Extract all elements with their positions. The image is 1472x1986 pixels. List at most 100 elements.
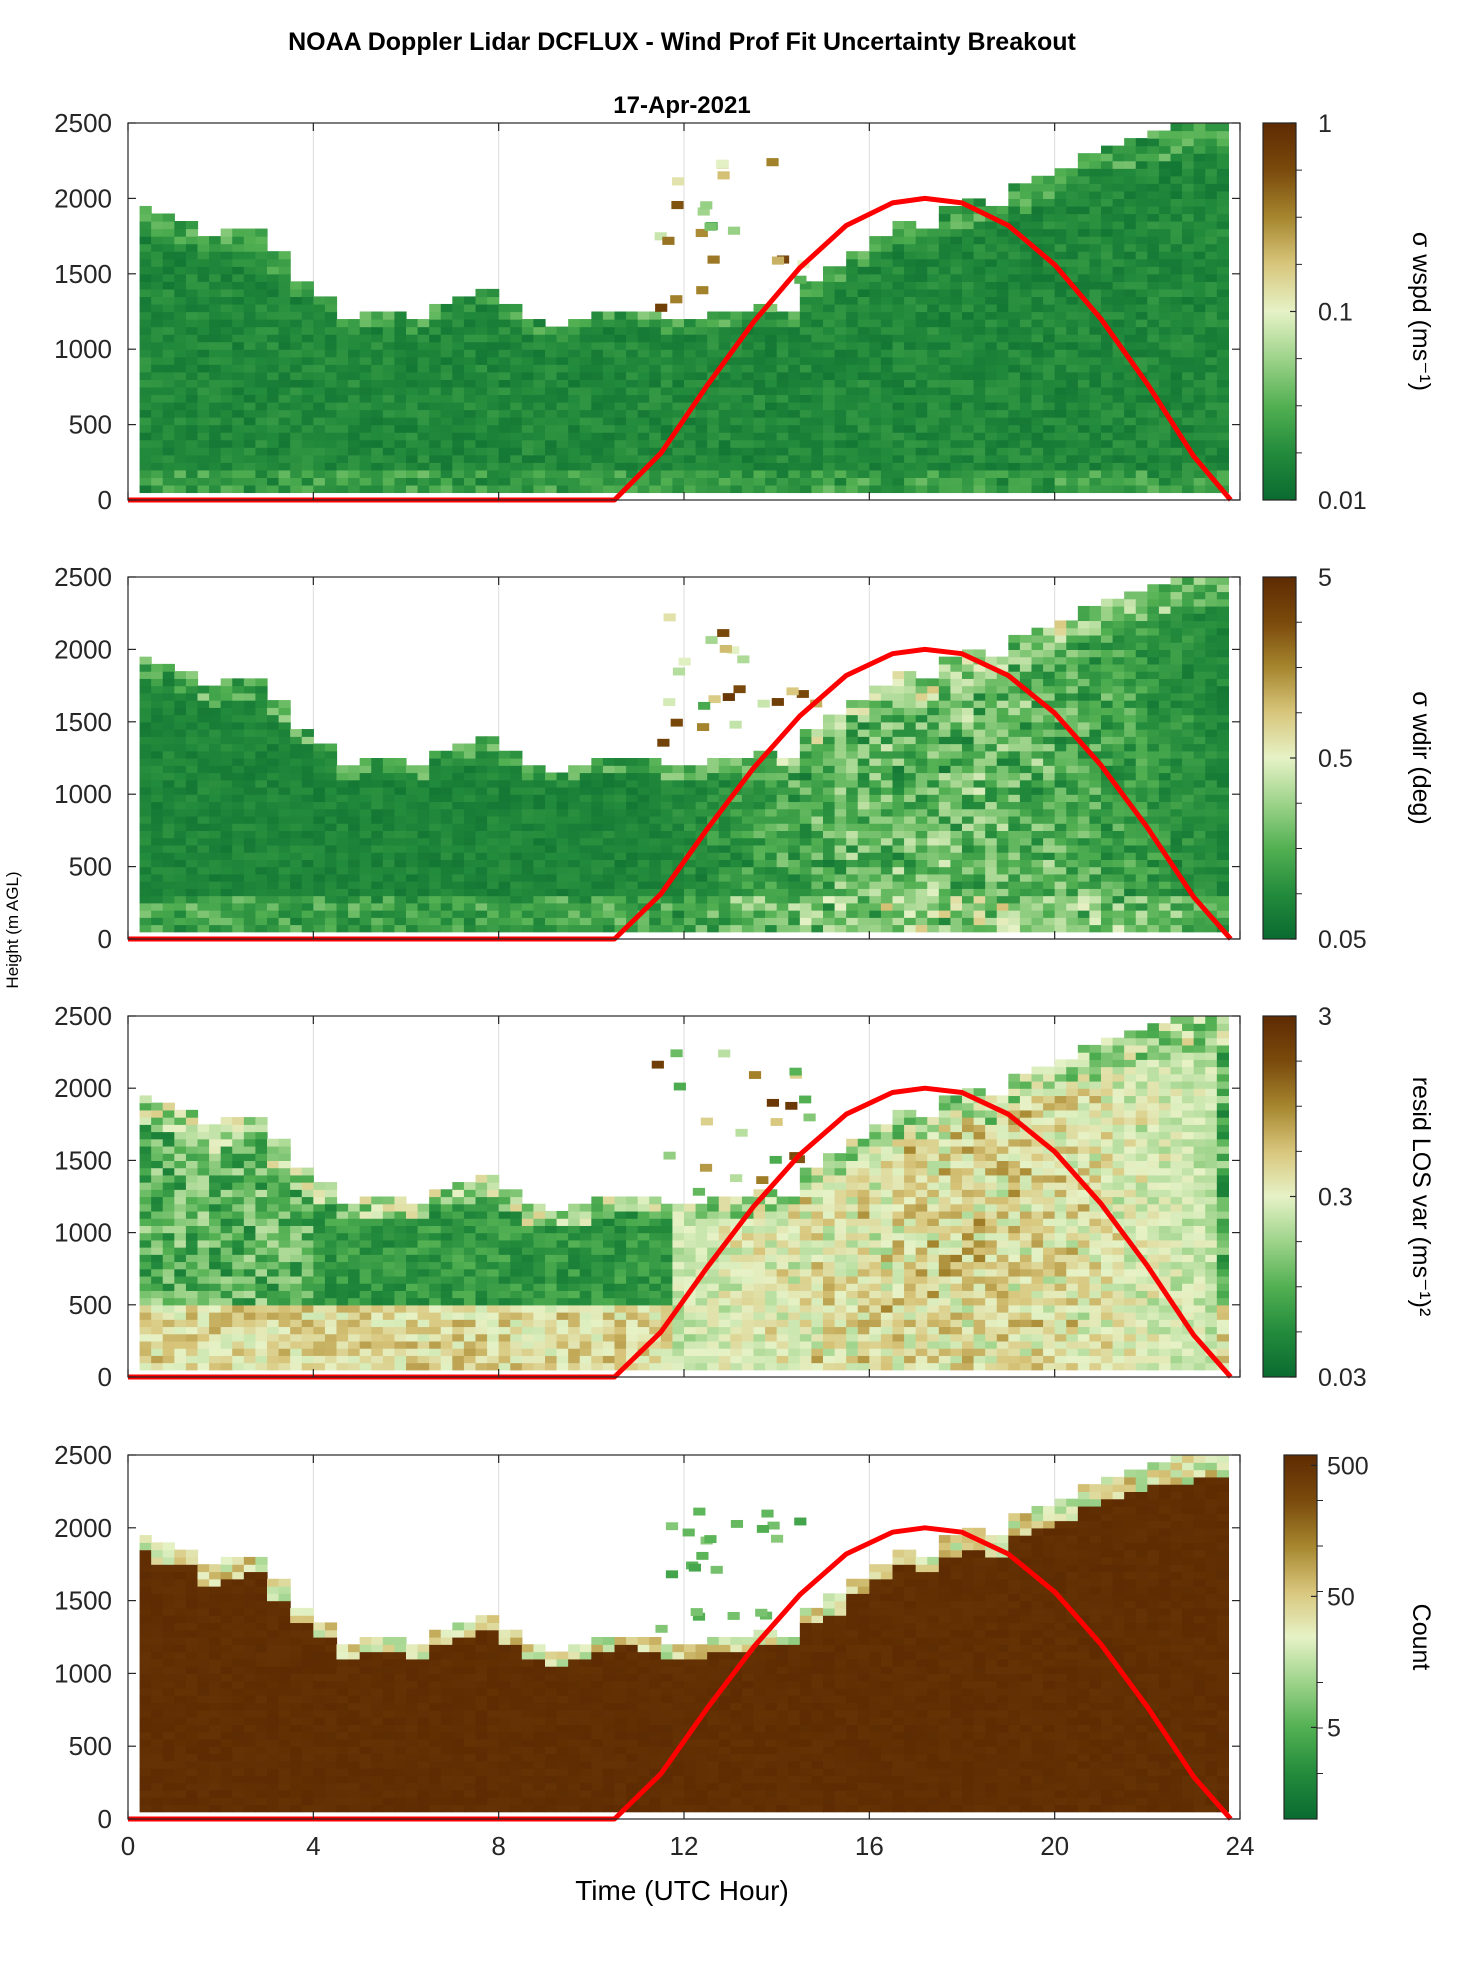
heatmap-cell xyxy=(521,837,535,846)
heatmap-cell xyxy=(371,341,384,350)
heatmap-cell xyxy=(614,794,627,803)
heatmap-cell xyxy=(799,765,813,774)
heatmap-cell xyxy=(185,447,199,456)
heatmap-cell xyxy=(1147,319,1160,328)
heatmap-cell xyxy=(185,417,199,426)
heatmap-cell xyxy=(255,729,268,737)
heatmap-cell xyxy=(1043,311,1056,320)
heatmap-cell xyxy=(151,221,164,230)
heatmap-cell xyxy=(521,394,535,403)
heatmap-cell xyxy=(1170,251,1183,260)
heatmap-cell xyxy=(811,801,824,810)
heatmap-cell xyxy=(846,729,859,737)
heatmap-cell xyxy=(533,379,546,388)
heatmap-cell xyxy=(1124,303,1137,313)
heatmap-cell xyxy=(139,700,152,708)
heatmap-cell xyxy=(498,888,511,897)
heatmap-cell xyxy=(301,859,314,868)
heatmap-cell xyxy=(892,281,905,290)
heatmap-cell xyxy=(1077,175,1091,184)
heatmap-cell xyxy=(336,349,349,358)
heatmap-cell xyxy=(857,859,870,868)
heatmap-cell xyxy=(1089,319,1102,328)
heatmap-cell xyxy=(857,288,870,298)
heatmap-cell xyxy=(174,808,187,817)
heatmap-cell xyxy=(1170,183,1183,192)
heatmap-cell xyxy=(151,902,164,911)
heatmap-cell xyxy=(510,401,523,411)
heatmap-cell xyxy=(1205,447,1218,456)
heatmap-cell xyxy=(475,910,488,918)
heatmap-cell xyxy=(788,417,801,426)
heatmap-cell xyxy=(278,273,291,282)
heatmap-cell xyxy=(463,837,477,846)
heatmap-cell xyxy=(591,326,604,335)
heatmap-cell xyxy=(707,447,720,456)
heatmap-cell xyxy=(440,469,453,478)
heatmap-cell xyxy=(938,243,952,252)
heatmap-cell xyxy=(440,341,453,350)
heatmap-cell xyxy=(348,484,361,494)
heatmap-cell xyxy=(139,439,152,448)
heatmap-cell xyxy=(788,454,801,463)
heatmap-cell xyxy=(278,341,291,350)
heatmap-cell xyxy=(904,830,917,839)
heatmap-cell xyxy=(1101,371,1114,380)
heatmap-cell xyxy=(788,888,801,897)
heatmap-cell xyxy=(788,924,801,933)
heatmap-cell xyxy=(684,454,697,463)
heatmap-cell xyxy=(243,678,257,687)
heatmap-cell xyxy=(1147,213,1160,222)
heatmap-cell xyxy=(174,462,187,471)
heatmap-cell xyxy=(973,341,986,350)
heatmap-cell xyxy=(846,281,859,290)
heatmap-cell xyxy=(834,881,847,889)
heatmap-cell xyxy=(579,409,592,418)
heatmap-cell xyxy=(220,736,233,745)
heatmap-cell xyxy=(1205,243,1218,252)
heatmap-cell xyxy=(857,401,870,411)
heatmap-cell xyxy=(741,801,755,810)
heatmap-cell xyxy=(533,924,546,933)
heatmap-cell xyxy=(950,484,963,494)
heatmap-cell xyxy=(1124,386,1137,396)
heatmap-cell xyxy=(1124,432,1137,441)
heatmap-cell xyxy=(139,334,152,343)
heatmap-cell xyxy=(255,379,268,388)
heatmap-cell xyxy=(938,432,952,441)
heatmap-cell xyxy=(487,371,500,380)
heatmap-cell xyxy=(220,852,233,860)
heatmap-cell xyxy=(741,786,755,795)
heatmap-cell xyxy=(1031,288,1044,298)
heatmap-cell xyxy=(151,424,164,433)
heatmap-cell xyxy=(1112,462,1125,471)
heatmap-cell xyxy=(1170,319,1183,328)
heatmap-cell xyxy=(846,409,859,418)
heatmap-cell xyxy=(267,439,280,448)
heatmap-cell xyxy=(197,401,210,411)
heatmap-cell xyxy=(545,334,558,343)
heatmap-cell xyxy=(255,888,268,897)
heatmap-cell xyxy=(487,873,500,882)
heatmap-cell xyxy=(1182,401,1195,411)
heatmap-cell xyxy=(985,251,998,260)
heatmap-cell xyxy=(510,859,523,868)
heatmap-cell xyxy=(834,859,847,868)
heatmap-cell xyxy=(857,815,870,824)
heatmap-cell xyxy=(857,266,870,275)
heatmap-cell xyxy=(846,303,859,313)
heatmap-cell xyxy=(927,873,940,882)
heatmap-cell xyxy=(707,401,720,411)
heatmap-cell xyxy=(730,326,743,335)
heatmap-cell xyxy=(1112,379,1125,388)
heatmap xyxy=(139,123,1230,494)
heatmap-cell xyxy=(1216,462,1230,471)
heatmap-cell xyxy=(962,198,975,207)
heatmap-cell xyxy=(1170,273,1183,282)
heatmap-cell xyxy=(185,910,199,918)
heatmap-cell xyxy=(1089,258,1102,267)
heatmap-cell xyxy=(568,881,581,889)
heatmap-cell xyxy=(313,417,326,426)
heatmap-cell xyxy=(880,454,894,463)
heatmap-cell xyxy=(1112,484,1125,494)
